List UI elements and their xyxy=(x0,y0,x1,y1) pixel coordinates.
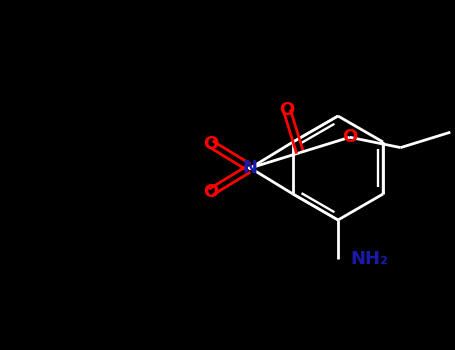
Text: O: O xyxy=(203,135,218,153)
Text: N: N xyxy=(243,159,258,177)
Text: O: O xyxy=(203,183,218,201)
Text: O: O xyxy=(279,102,294,119)
Text: O: O xyxy=(342,128,357,146)
Text: NH₂: NH₂ xyxy=(350,250,388,268)
